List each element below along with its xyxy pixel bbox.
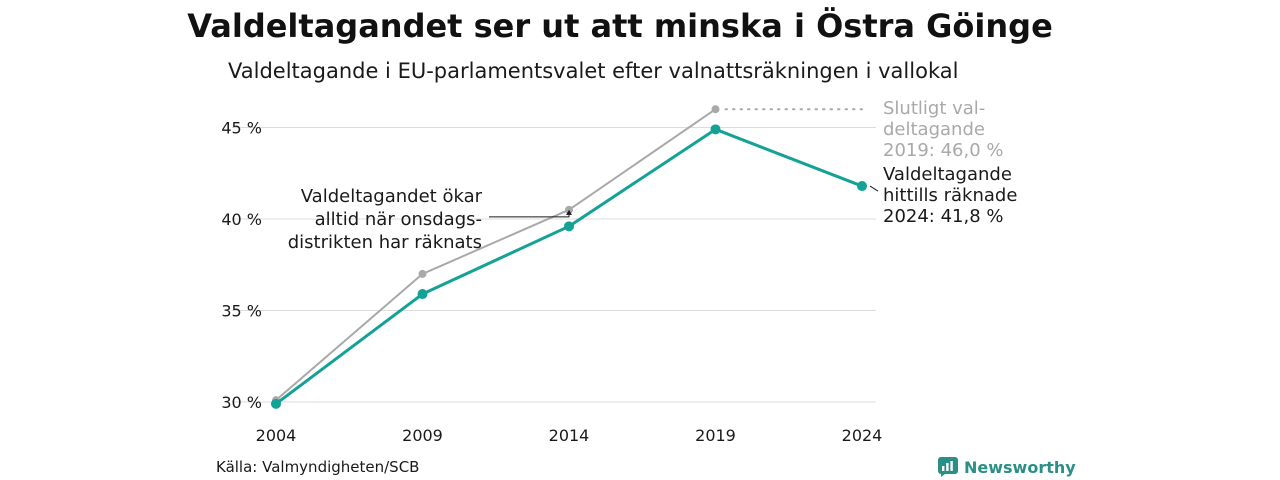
annotation-counted_label-line: hittills räknade bbox=[883, 185, 1017, 206]
x-tick-label: 2024 bbox=[842, 426, 883, 445]
annotation-final_label-line: Slutligt val- bbox=[883, 98, 985, 119]
newsworthy-logo-icon bbox=[938, 457, 958, 477]
brand-name: Newsworthy bbox=[964, 457, 1076, 477]
y-tick-label: 35 % bbox=[221, 302, 262, 321]
annotation-final_label-line: 2019: 46,0 % bbox=[883, 140, 1004, 161]
annotation-wednesday_note-line: distrikten har räknats bbox=[288, 232, 482, 253]
counted-leader-line bbox=[869, 185, 879, 192]
series-point-counted bbox=[857, 181, 867, 192]
x-tick-label: 2014 bbox=[549, 426, 590, 445]
annotation-counted_label-line: Valdeltagande bbox=[883, 164, 1012, 185]
series-point-counted bbox=[710, 124, 721, 135]
brand: Newsworthy bbox=[938, 455, 1076, 479]
series-point-counted bbox=[271, 398, 281, 409]
chart-subtitle: Valdeltagande i EU-parlamentsvalet efter… bbox=[228, 59, 959, 83]
series-point-final bbox=[418, 269, 427, 278]
chart-title: Valdeltagandet ser ut att minska i Östra… bbox=[187, 7, 1053, 45]
series-line-final bbox=[275, 108, 717, 402]
series-point-counted bbox=[564, 221, 574, 232]
source-note: Källa: Valmyndigheten/SCB bbox=[216, 458, 420, 476]
annotation-wednesday_note-line: Valdeltagandet ökar bbox=[301, 186, 483, 207]
annotation-arrowhead bbox=[566, 209, 572, 215]
series-point-counted bbox=[417, 289, 428, 300]
y-tick-label: 45 % bbox=[221, 119, 262, 138]
y-tick-label: 40 % bbox=[221, 210, 262, 229]
x-tick-label: 2009 bbox=[402, 426, 443, 445]
y-tick-label: 30 % bbox=[221, 393, 262, 412]
annotation-final_label-line: deltagande bbox=[883, 119, 985, 140]
annotation-wednesday_note-line: alltid när onsdags- bbox=[315, 209, 482, 230]
series-point-final bbox=[711, 105, 720, 114]
x-tick-label: 2004 bbox=[256, 426, 297, 445]
series-line-counted bbox=[274, 127, 864, 406]
annotation-counted_label-line: 2024: 41,8 % bbox=[883, 206, 1004, 227]
x-tick-label: 2019 bbox=[695, 426, 736, 445]
